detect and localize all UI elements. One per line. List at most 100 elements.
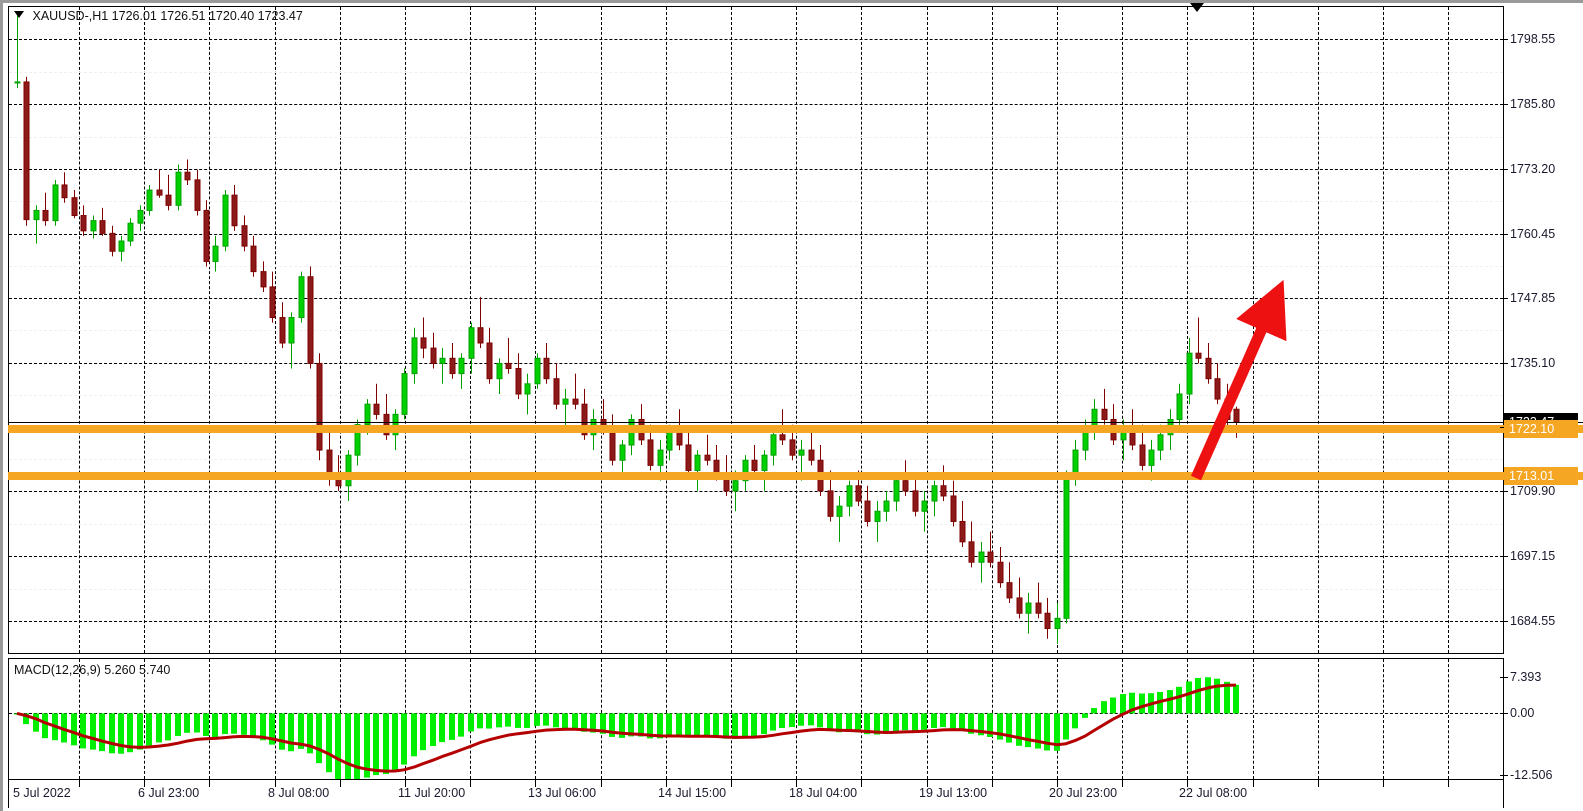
candle-body xyxy=(14,81,21,84)
support-resistance-line[interactable] xyxy=(8,471,1583,480)
macd-histogram-bar xyxy=(770,713,776,731)
candlestick xyxy=(978,541,985,583)
candlestick xyxy=(279,302,286,349)
candle-body xyxy=(203,209,210,262)
macd-histogram-bar xyxy=(288,713,294,752)
candlestick xyxy=(1176,383,1183,430)
macd-histogram-bar xyxy=(1186,681,1192,714)
price-axis-label: 1709.90 xyxy=(1510,484,1556,499)
vertical-gridline xyxy=(1057,7,1058,653)
macd-histogram-bar xyxy=(241,713,247,735)
macd-histogram-bar xyxy=(383,713,389,774)
candlestick xyxy=(883,490,890,522)
candle-body xyxy=(827,490,834,517)
macd-indicator-pane[interactable] xyxy=(8,658,1504,780)
candlestick xyxy=(921,490,928,532)
macd-histogram-bar xyxy=(562,713,568,729)
macd-histogram-bar xyxy=(1044,713,1050,751)
level-price-tag[interactable]: 1713.01 xyxy=(1504,466,1578,485)
macd-histogram-bar xyxy=(449,713,455,740)
candlestick xyxy=(959,501,966,547)
macd-histogram-bar xyxy=(326,713,332,773)
horizontal-gridline xyxy=(9,491,1503,493)
candlestick xyxy=(71,190,78,219)
time-axis-label: 14 Jul 15:00 xyxy=(658,786,727,800)
candle-body xyxy=(137,209,144,224)
support-resistance-line[interactable] xyxy=(8,425,1583,434)
candle-body xyxy=(751,459,758,471)
candle-body xyxy=(1205,357,1212,380)
candlestick xyxy=(534,353,541,389)
candlestick xyxy=(505,337,512,374)
candlestick xyxy=(420,317,427,359)
candle-body xyxy=(1157,434,1164,451)
candlestick xyxy=(175,164,182,211)
candle-body xyxy=(439,357,446,364)
macd-histogram-bar xyxy=(1224,681,1230,714)
macd-histogram-bar xyxy=(534,713,540,726)
macd-histogram-bar xyxy=(921,713,927,730)
macd-histogram-bar xyxy=(23,713,29,725)
macd-axis-scale[interactable]: 7.393 0.00 -12.506 xyxy=(1500,658,1583,782)
candlestick xyxy=(458,353,465,389)
macd-histogram-bar xyxy=(808,713,814,726)
candle-body xyxy=(732,480,739,492)
time-axis-tick xyxy=(340,780,341,787)
triangle-down-icon[interactable] xyxy=(14,11,24,18)
time-axis-label: 5 Jul 2022 xyxy=(13,786,71,800)
time-axis-tick xyxy=(1383,780,1384,787)
candlestick xyxy=(118,235,125,262)
price-axis-label: 1785.80 xyxy=(1510,97,1556,112)
candle-body xyxy=(222,194,229,247)
macd-histogram-bar xyxy=(184,713,190,733)
candle-body xyxy=(874,510,881,522)
level-price-tag[interactable]: 1722.10 xyxy=(1504,420,1578,439)
candle-body xyxy=(1025,602,1032,614)
candlestick xyxy=(298,271,305,323)
candle-body xyxy=(33,209,40,221)
macd-histogram-bar xyxy=(666,713,672,737)
candle-body xyxy=(997,561,1004,584)
time-axis-tick xyxy=(992,780,993,787)
time-axis[interactable]: 5 Jul 2022 6 Jul 23:00 8 Jul 08:00 11 Jul 2… xyxy=(8,780,1504,808)
candlestick xyxy=(477,297,484,349)
price-axis-scale[interactable]: 1798.55 1785.80 1773.20 1760.45 1747.85 1735.… xyxy=(1500,6,1583,654)
candlestick xyxy=(836,495,843,542)
candle-body xyxy=(165,194,172,206)
candlestick xyxy=(931,480,938,517)
triangle-down-marker-icon xyxy=(1190,3,1204,12)
macd-histogram-bar xyxy=(572,713,578,729)
candlestick xyxy=(628,414,635,456)
macd-histogram-bar xyxy=(619,713,625,738)
horizontal-gridline-faint xyxy=(9,265,1503,267)
vertical-gridline xyxy=(144,7,145,653)
macd-histogram-bar xyxy=(486,713,492,729)
macd-histogram-bar xyxy=(1025,713,1031,748)
candle-body xyxy=(779,434,786,441)
time-axis-tick xyxy=(861,780,862,787)
price-axis-tick xyxy=(1500,39,1508,41)
time-axis-tick xyxy=(79,780,80,787)
macd-histogram-bar xyxy=(1205,677,1211,714)
price-chart-pane[interactable] xyxy=(8,6,1504,654)
candlestick xyxy=(137,205,144,231)
time-axis-label: 13 Jul 06:00 xyxy=(528,786,597,800)
macd-histogram-bar xyxy=(468,713,474,732)
macd-histogram-bar xyxy=(420,713,426,751)
candle-body xyxy=(127,222,134,242)
candle-body xyxy=(562,398,569,405)
candle-body xyxy=(146,189,153,211)
macd-histogram-bar xyxy=(997,713,1003,740)
macd-histogram-bar xyxy=(194,713,200,733)
time-axis-tick xyxy=(1318,780,1319,787)
macd-axis-label: 0.00 xyxy=(1510,706,1535,721)
macd-histogram-bar xyxy=(222,713,228,735)
candle-body xyxy=(354,424,361,456)
candle-body xyxy=(231,194,238,227)
current-price-line[interactable] xyxy=(8,422,1583,424)
candle-body xyxy=(1006,582,1013,599)
macd-histogram-bar xyxy=(959,713,965,731)
macd-histogram-bar xyxy=(127,713,133,753)
candlestick xyxy=(685,429,692,476)
